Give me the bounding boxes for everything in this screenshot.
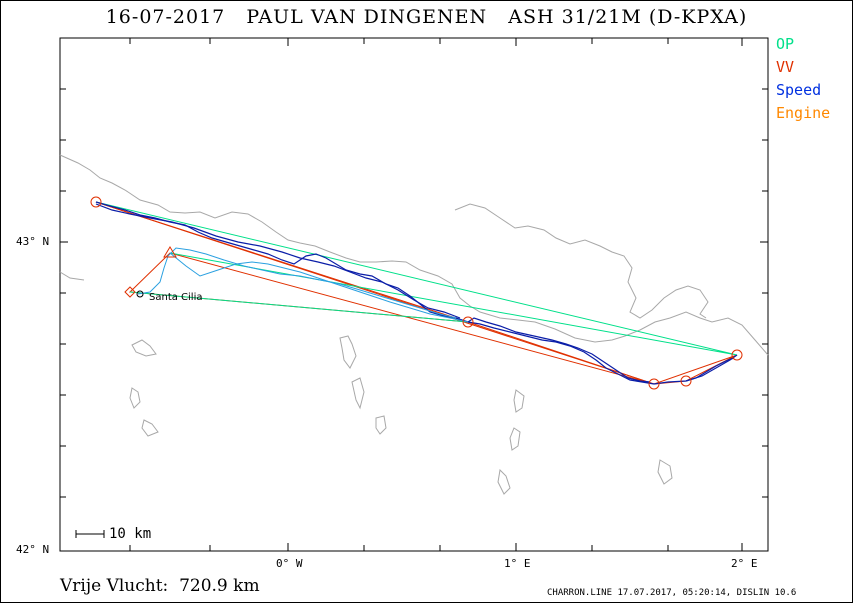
y-axis-label-42n: 42° N [16,543,50,556]
map-frame [59,37,769,552]
page-title: 16-07-2017 PAUL VAN DINGENEN ASH 31/21M … [105,6,748,28]
x-ticks [129,38,743,551]
santa-cilia-marker [136,290,144,298]
legend-item-vv: VV [776,58,795,76]
x-axis-label-0w: 0° W [276,557,303,570]
legend-item-op: OP [776,35,795,53]
turnpoint-marker [731,349,743,361]
scale-bar [75,530,105,538]
legend-item-engine: Engine [776,104,831,122]
scale-bar-label: 10 km [109,526,152,542]
start-triangle [163,246,177,258]
x-axis-label-2e: 2° E [731,557,758,570]
turnpoint-marker [648,378,660,390]
op-route-lines [95,201,738,356]
turnpoints [90,196,743,390]
turnpoint-marker [680,375,692,387]
x-axis-label-1e: 1° E [504,557,531,570]
free-flight-distance: Vrije Vlucht: 720.9 km [60,576,260,596]
y-axis-label-43n: 43° N [16,235,50,248]
legend: OP VV Speed Engine [776,33,830,125]
finish-diamond [124,286,136,298]
turnpoint-marker [90,196,102,208]
place-label-santa-cilia: Santa Cilia [149,292,203,303]
speed-track [95,201,738,385]
border-lines [59,154,769,495]
speed-track-cyan [137,247,469,323]
y-ticks [60,88,768,498]
turnpoint-marker [462,316,474,328]
legend-item-speed: Speed [776,81,822,99]
footer-info: CHARRON.LINE 17.07.2017, 05:20:14, DISLI… [547,588,797,598]
